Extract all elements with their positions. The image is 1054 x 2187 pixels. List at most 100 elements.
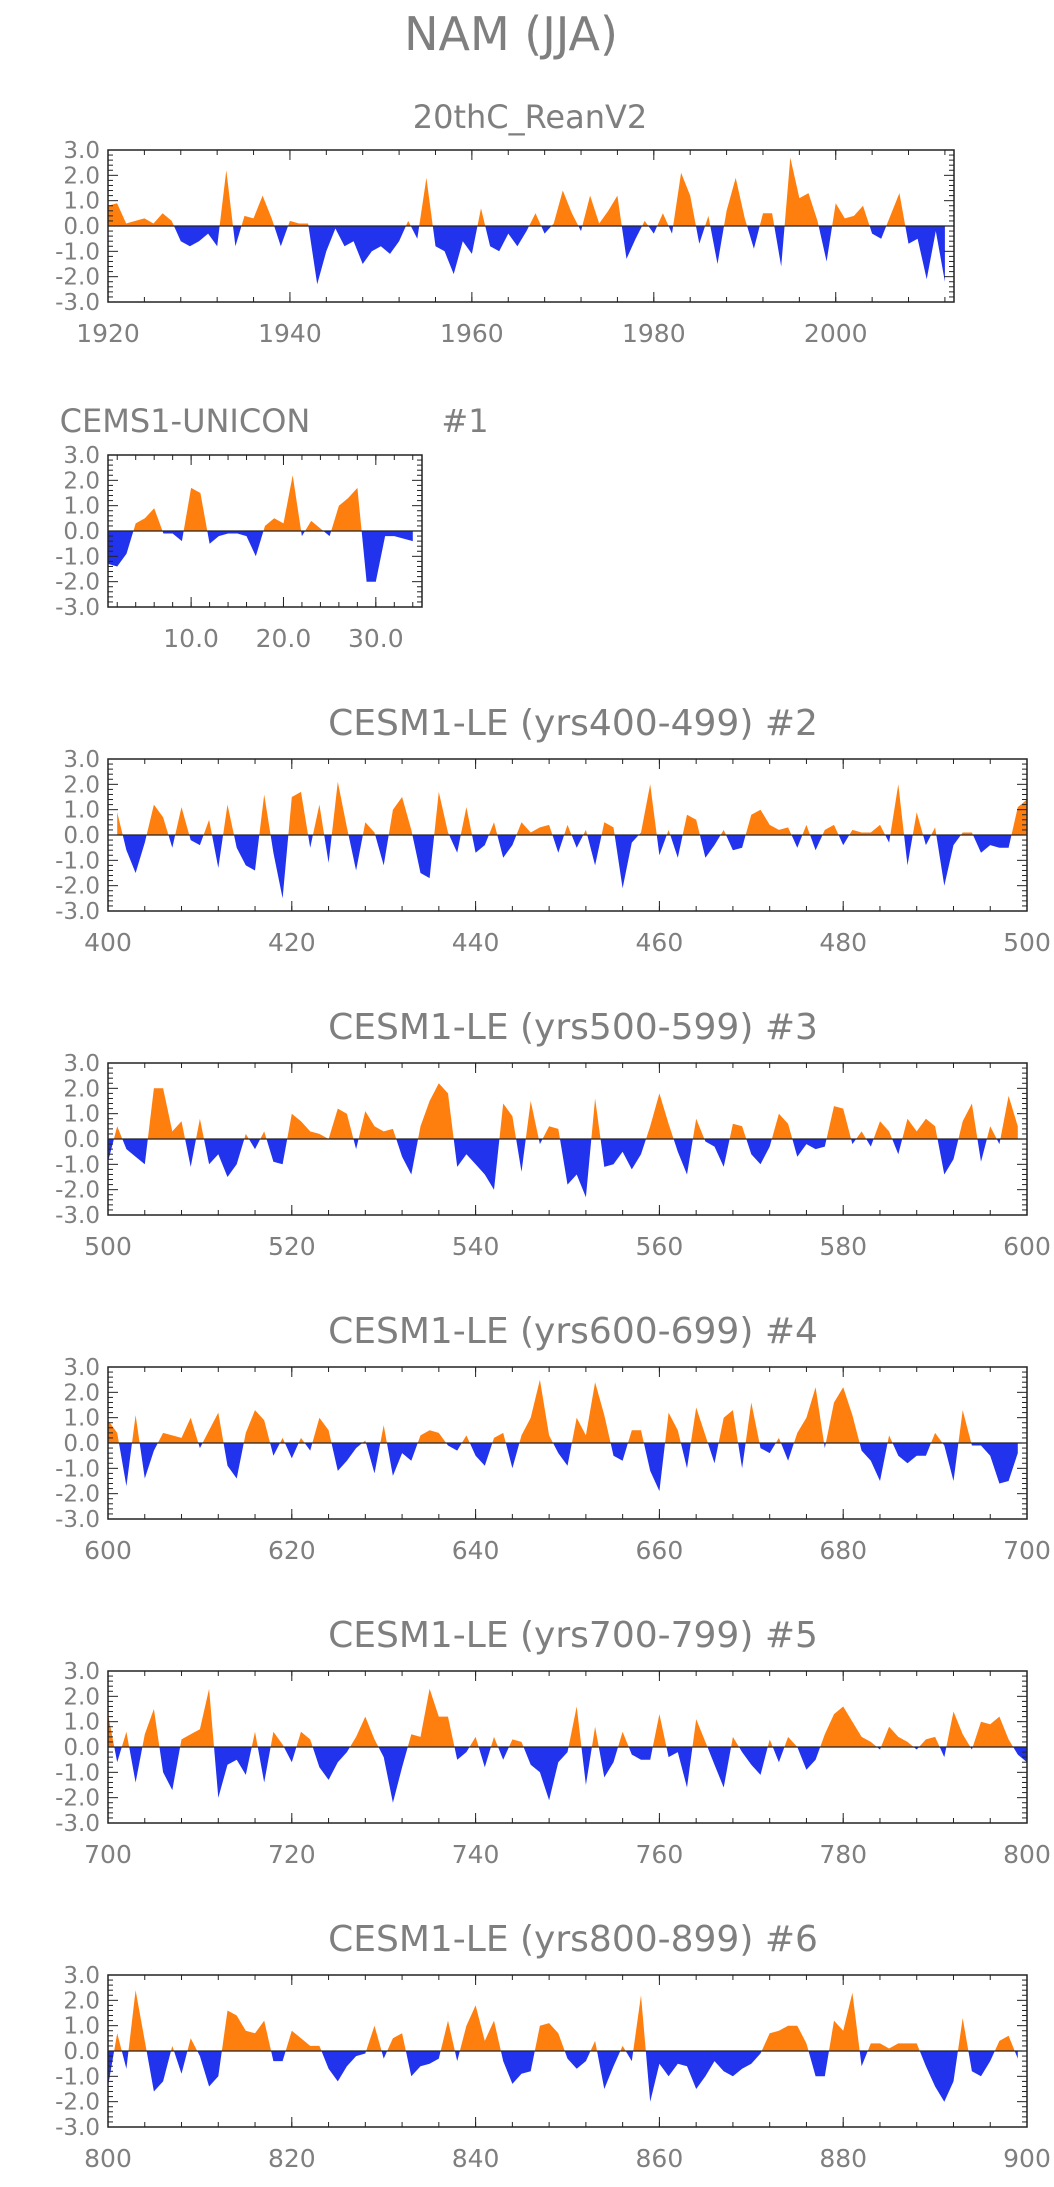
x-tick-label: 480 (819, 928, 867, 957)
x-tick-label: 500 (1003, 928, 1051, 957)
chart-title: CESM1-LE (yrs800-899) #6 (328, 1919, 818, 1960)
positive-area (108, 475, 413, 531)
y-tick-label: 2.0 (63, 1380, 100, 1406)
y-tick-label: -3.0 (55, 1507, 100, 1533)
chart-panel-6: CESM1-LE (yrs800-899) #6 3.02.01.00.0-1.0… (55, 1919, 1051, 2173)
y-tick-label: 1.0 (63, 798, 100, 824)
positive-area (108, 157, 945, 226)
x-tick-label: 460 (636, 928, 684, 957)
y-tick-label: 2.0 (63, 163, 100, 189)
y-tick-label: 0.0 (63, 1127, 100, 1153)
x-tick-label: 740 (452, 1840, 500, 1869)
x-tick-label: 780 (819, 1840, 867, 1869)
y-tick-label: 3.0 (63, 1659, 100, 1685)
x-tick-label: 600 (84, 1536, 132, 1565)
negative-area (108, 531, 413, 582)
y-tick-label: 3.0 (63, 1355, 100, 1381)
x-tick-label: 880 (819, 2144, 867, 2173)
y-tick-label: 1.0 (63, 2014, 100, 2040)
y-tick-label: -3.0 (55, 595, 100, 621)
negative-area (108, 226, 945, 285)
panel-label: #1 (441, 402, 488, 440)
y-tick-label: 2.0 (63, 468, 100, 494)
positive-area (108, 1083, 1018, 1139)
x-tick-label: 1940 (258, 319, 322, 348)
y-tick-label: -3.0 (55, 1811, 100, 1837)
chart-title: CEMS1-UNICON (60, 402, 311, 440)
chart-panel-1: CEMS1-UNICON #1 3.02.01.00.0-1.0-2.0-3.0 10… (55, 402, 488, 653)
y-tick-label: 3.0 (63, 138, 100, 164)
x-tick-label: 420 (268, 928, 316, 957)
x-tick-label: 1920 (76, 319, 140, 348)
y-tick-label: -2.0 (55, 1786, 100, 1812)
positive-area (108, 1990, 1018, 2051)
x-tick-label: 840 (452, 2144, 500, 2173)
y-tick-label: 3.0 (63, 1051, 100, 1077)
y-tick-label: -2.0 (55, 265, 100, 291)
y-tick-label: 3.0 (63, 443, 100, 469)
y-tick-label: 0.0 (63, 1735, 100, 1761)
positive-area (108, 1688, 1027, 1747)
x-tick-label: 400 (84, 928, 132, 957)
y-tick-label: -1.0 (55, 544, 100, 570)
x-tick-label: 520 (268, 1232, 316, 1261)
x-tick-label: 760 (636, 1840, 684, 1869)
y-tick-label: 2.0 (63, 1684, 100, 1710)
y-tick-label: 1.0 (63, 1710, 100, 1736)
y-tick-label: 0.0 (63, 214, 100, 240)
y-tick-label: 1.0 (63, 189, 100, 215)
x-tick-label: 440 (452, 928, 500, 957)
y-tick-label: 2.0 (63, 1988, 100, 2014)
y-tick-label: -1.0 (55, 1456, 100, 1482)
x-tick-label: 900 (1003, 2144, 1051, 2173)
y-tick-label: 1.0 (63, 1406, 100, 1432)
x-tick-label: 500 (84, 1232, 132, 1261)
negative-area (117, 835, 1027, 899)
chart-title: CESM1-LE (yrs600-699) #4 (328, 1311, 818, 1352)
y-tick-label: -2.0 (55, 2090, 100, 2116)
x-tick-label: 580 (819, 1232, 867, 1261)
chart-panel-3: CESM1-LE (yrs500-599) #3 3.02.01.00.0-1.0… (55, 1007, 1051, 1261)
x-tick-label: 640 (452, 1536, 500, 1565)
y-tick-label: -2.0 (55, 1482, 100, 1508)
negative-area (108, 1139, 1018, 1198)
y-tick-label: -3.0 (55, 899, 100, 925)
x-tick-label: 800 (84, 2144, 132, 2173)
x-tick-label: 10.0 (163, 624, 219, 653)
y-tick-label: -2.0 (55, 570, 100, 596)
y-tick-label: -1.0 (55, 848, 100, 874)
x-tick-label: 600 (1003, 1232, 1051, 1261)
x-tick-label: 700 (1003, 1536, 1051, 1565)
x-tick-label: 820 (268, 2144, 316, 2173)
y-tick-label: 2.0 (63, 1076, 100, 1102)
figure-title: NAM (JJA) (404, 7, 618, 61)
x-tick-label: 860 (636, 2144, 684, 2173)
x-tick-label: 620 (268, 1536, 316, 1565)
x-tick-label: 680 (819, 1536, 867, 1565)
y-tick-label: -2.0 (55, 874, 100, 900)
x-tick-label: 800 (1003, 1840, 1051, 1869)
y-tick-label: 2.0 (63, 772, 100, 798)
chart-title: 20thC_ReanV2 (413, 98, 648, 136)
x-tick-label: 1960 (440, 319, 504, 348)
y-tick-label: 1.0 (63, 1102, 100, 1128)
y-tick-label: -1.0 (55, 239, 100, 265)
negative-area (108, 2051, 1018, 2102)
positive-area (117, 781, 1027, 835)
y-tick-label: 0.0 (63, 823, 100, 849)
y-tick-label: 1.0 (63, 494, 100, 520)
y-tick-label: 3.0 (63, 747, 100, 773)
chart-title: CESM1-LE (yrs700-799) #5 (328, 1615, 818, 1656)
y-tick-label: -1.0 (55, 2064, 100, 2090)
x-tick-label: 2000 (804, 319, 868, 348)
y-tick-label: 3.0 (63, 1963, 100, 1989)
negative-area (108, 1747, 1027, 1803)
x-tick-label: 720 (268, 1840, 316, 1869)
x-tick-label: 660 (636, 1536, 684, 1565)
y-tick-label: -2.0 (55, 1178, 100, 1204)
chart-panel-2: CESM1-LE (yrs400-499) #2 3.02.01.00.0-1.0… (55, 703, 1051, 957)
x-tick-label: 560 (636, 1232, 684, 1261)
y-tick-label: -3.0 (55, 2115, 100, 2141)
x-tick-label: 30.0 (348, 624, 404, 653)
